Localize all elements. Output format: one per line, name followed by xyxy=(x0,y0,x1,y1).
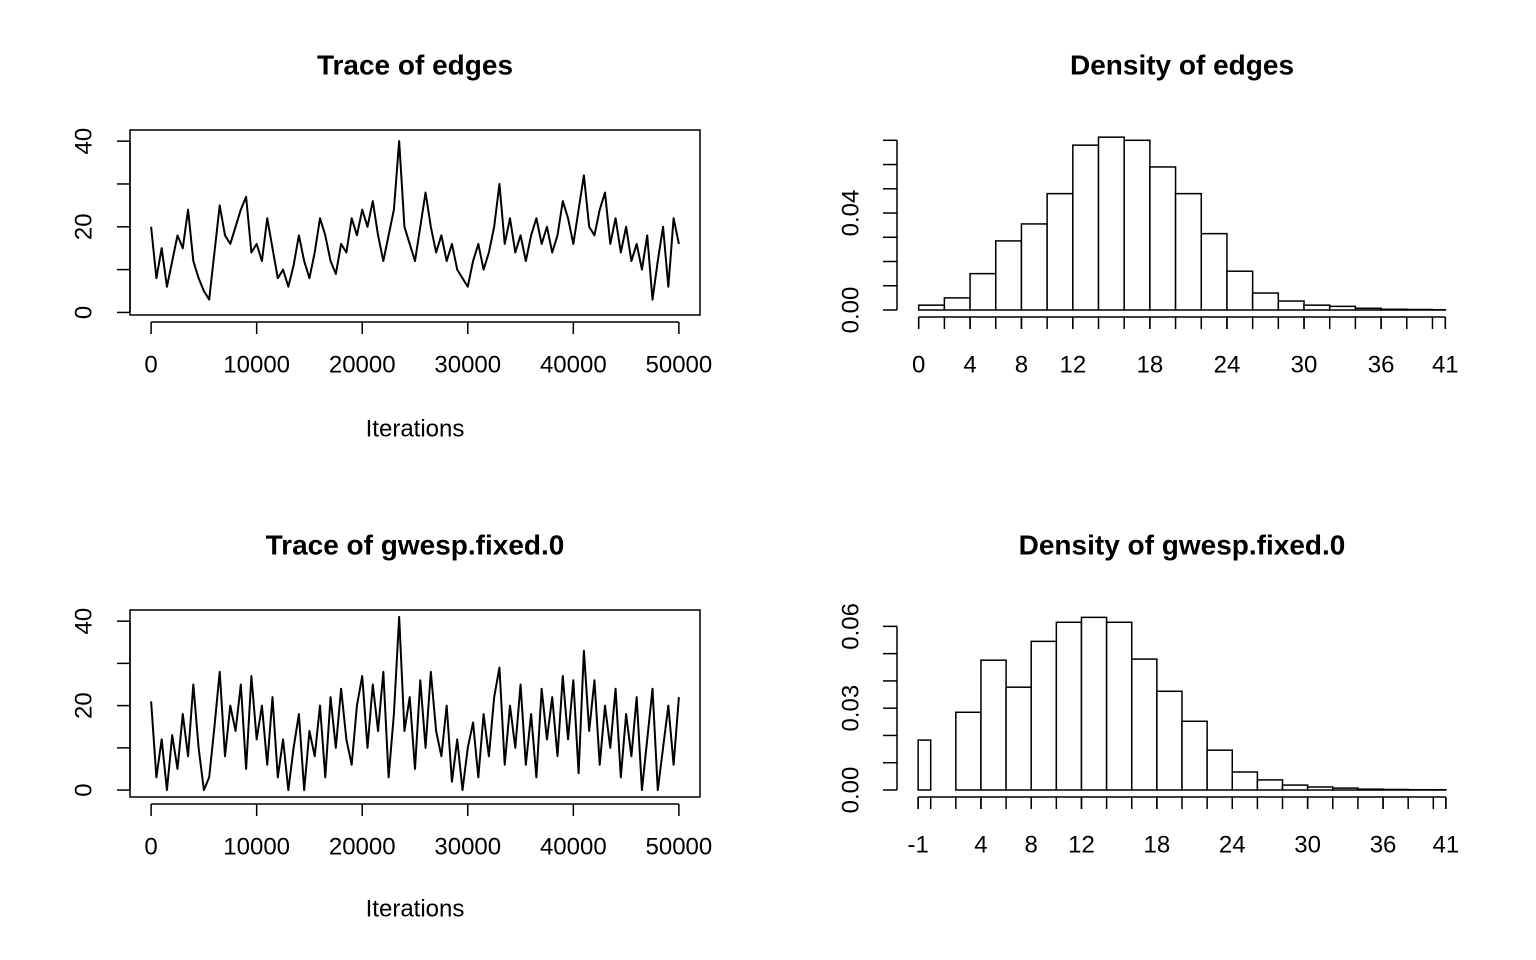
bar xyxy=(1072,144,1100,311)
bar xyxy=(1303,304,1331,311)
x-tick-label: 8 xyxy=(1015,351,1028,378)
bar xyxy=(1080,616,1108,791)
x-tick-label: 40000 xyxy=(540,351,607,378)
x-tick-label: 8 xyxy=(1025,831,1038,858)
y-tick-label: 0.00 xyxy=(837,287,864,334)
bar xyxy=(969,272,997,311)
bar xyxy=(1251,292,1280,311)
x-tick-label: 0 xyxy=(144,351,157,378)
bar xyxy=(1005,686,1032,791)
bar xyxy=(1055,621,1083,791)
bar xyxy=(1328,305,1357,311)
x-tick-label: 12 xyxy=(1059,351,1086,378)
x-tick-label: 12 xyxy=(1068,831,1095,858)
y-tick-label: 0.00 xyxy=(837,767,864,814)
bar xyxy=(1174,192,1203,311)
chart-title: Trace of edges xyxy=(317,49,513,80)
x-tick-label: 24 xyxy=(1214,351,1241,378)
x-tick-label: 18 xyxy=(1144,831,1171,858)
x-tick-label: 20000 xyxy=(329,833,396,860)
bar xyxy=(1306,786,1334,791)
bar xyxy=(980,659,1007,791)
bar xyxy=(1231,771,1259,791)
bar xyxy=(1226,270,1254,311)
x-tick-label: 36 xyxy=(1370,831,1397,858)
bar xyxy=(1256,779,1284,791)
bar xyxy=(1354,307,1382,311)
trace-line xyxy=(150,615,680,792)
x-tick-label: 0 xyxy=(144,833,157,860)
y-tick-label: 0.06 xyxy=(837,603,864,650)
bar xyxy=(1281,784,1309,791)
x-tick-label: 36 xyxy=(1368,351,1395,378)
bar xyxy=(1181,720,1208,791)
bar xyxy=(1097,136,1125,311)
x-tick-label: 30 xyxy=(1291,351,1318,378)
bar xyxy=(1380,308,1408,311)
bar xyxy=(1382,788,1409,791)
bar xyxy=(1030,640,1058,791)
x-tick-label: 10000 xyxy=(223,833,290,860)
bar xyxy=(1020,223,1048,311)
bar xyxy=(1130,658,1158,791)
x-tick-label: 20000 xyxy=(329,351,396,378)
bar xyxy=(1277,300,1305,311)
y-tick-label: 40 xyxy=(70,608,97,635)
x-tick-label: 30000 xyxy=(434,351,501,378)
y-tick-label: 0.03 xyxy=(837,685,864,732)
x-tick-label: 4 xyxy=(963,351,976,378)
trace-line xyxy=(150,140,680,301)
y-tick-label: 40 xyxy=(70,128,97,155)
chart-title: Density of gwesp.fixed.0 xyxy=(1019,529,1346,560)
y-tick-label: 0 xyxy=(70,306,97,319)
bar xyxy=(1200,232,1228,311)
y-tick-label: 20 xyxy=(70,692,97,719)
chart-title: Trace of gwesp.fixed.0 xyxy=(266,529,565,560)
x-tick-label: 30000 xyxy=(434,833,501,860)
y-tick-label: 20 xyxy=(70,213,97,240)
x-tick-label: 10000 xyxy=(223,351,290,378)
x-tick-label: 40000 xyxy=(540,833,607,860)
bar xyxy=(1123,139,1151,311)
x-tick-label: 50000 xyxy=(646,351,713,378)
chart-title: Density of edges xyxy=(1070,49,1294,80)
bar xyxy=(917,304,946,311)
x-tick-label: 30 xyxy=(1294,831,1321,858)
x-axis-label: Iterations xyxy=(366,895,465,922)
bar xyxy=(1105,621,1133,791)
bar xyxy=(1206,749,1234,791)
y-tick-label: 0 xyxy=(70,783,97,796)
bar xyxy=(995,240,1023,311)
bar xyxy=(1332,787,1359,791)
x-tick-label: 50000 xyxy=(646,833,713,860)
bar xyxy=(1149,166,1177,311)
bar xyxy=(943,297,971,311)
x-tick-label: 18 xyxy=(1137,351,1164,378)
x-axis-label: Iterations xyxy=(366,415,465,442)
x-tick-label: 4 xyxy=(974,831,987,858)
bar xyxy=(1046,192,1074,311)
y-tick-label: 0.04 xyxy=(837,190,864,237)
x-tick-label: 41 xyxy=(1432,351,1459,378)
x-tick-label: 0 xyxy=(912,351,925,378)
x-tick-label: 41 xyxy=(1433,831,1460,858)
bar xyxy=(917,739,932,791)
bar xyxy=(1357,788,1384,791)
bar xyxy=(955,711,982,791)
x-tick-label: -1 xyxy=(907,831,928,858)
x-tick-label: 24 xyxy=(1219,831,1246,858)
bar xyxy=(1156,690,1183,791)
